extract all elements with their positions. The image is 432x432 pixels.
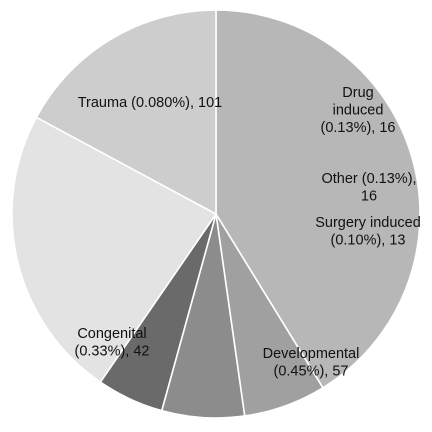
- slice-labels: Trauma (0.080%), 101 Drug induced (0.13%), …: [75, 85, 421, 380]
- slice-label-line: (0.45%), 57: [274, 364, 349, 380]
- slice-label-developmental: Developmental (0.45%), 57: [263, 346, 360, 380]
- pie-slice-trauma: [215, 9, 421, 389]
- slice-label-surgery-induced: Surgery induced (0.10%), 13: [315, 215, 421, 249]
- slice-label-drug-induced: Drug induced (0.13%), 16: [321, 85, 396, 136]
- slice-label-other: Other (0.13%), 16: [321, 171, 416, 205]
- slice-label-congenital: Congenital (0.33%), 42: [75, 326, 150, 360]
- slice-label-line: Trauma (0.080%), 101: [78, 95, 223, 111]
- pie-slices: [11, 9, 421, 419]
- slice-label-line: (0.33%), 42: [75, 344, 150, 360]
- slice-label-line: Other (0.13%),: [321, 171, 416, 187]
- pie-slice-congenital: [35, 9, 217, 216]
- slice-label-line: (0.10%), 13: [331, 233, 406, 249]
- slice-label-line: Congenital: [77, 326, 146, 342]
- slice-label-line: Developmental: [263, 346, 360, 362]
- slice-label-line: Drug: [342, 85, 373, 101]
- slice-label-trauma: Trauma (0.080%), 101: [78, 95, 223, 111]
- slice-label-line: 16: [361, 189, 377, 205]
- slice-label-line: (0.13%), 16: [321, 120, 396, 136]
- slice-label-line: Surgery induced: [315, 215, 421, 231]
- slice-label-line: induced: [333, 103, 384, 119]
- pie-slice-developmental: [11, 116, 218, 384]
